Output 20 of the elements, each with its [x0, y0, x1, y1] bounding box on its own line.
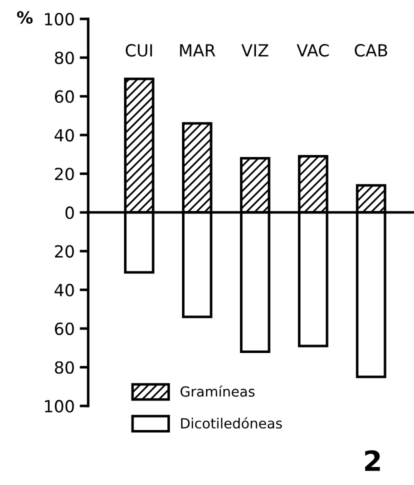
y-tick-label: 80 — [54, 361, 74, 374]
y-tick-label: 100 — [45, 12, 74, 26]
y-axis-title: % — [17, 11, 33, 24]
x-tick-label: CAB — [354, 44, 388, 57]
x-tick-label: VIZ — [241, 44, 268, 56]
text: 2 — [365, 450, 380, 471]
y-tick-label: 60 — [54, 322, 74, 336]
y-tick-label: 40 — [54, 284, 74, 296]
x-tick-label: MAR — [180, 44, 216, 56]
y-tick-label: 60 — [54, 90, 74, 103]
y-tick-label: 100 — [45, 400, 74, 413]
y-tick-label: 80 — [54, 52, 74, 64]
legend-label: Dicotiledóneas — [181, 417, 282, 429]
legend-label: Gramíneas — [180, 385, 255, 397]
y-tick-label: 20 — [55, 168, 74, 180]
y-tick-label: 20 — [55, 245, 74, 258]
x-tick-label: VAC — [296, 44, 329, 57]
y-tick-label: 40 — [54, 128, 74, 142]
y-tick-label: 0 — [65, 206, 74, 219]
x-tick-label: CUI — [126, 44, 152, 57]
